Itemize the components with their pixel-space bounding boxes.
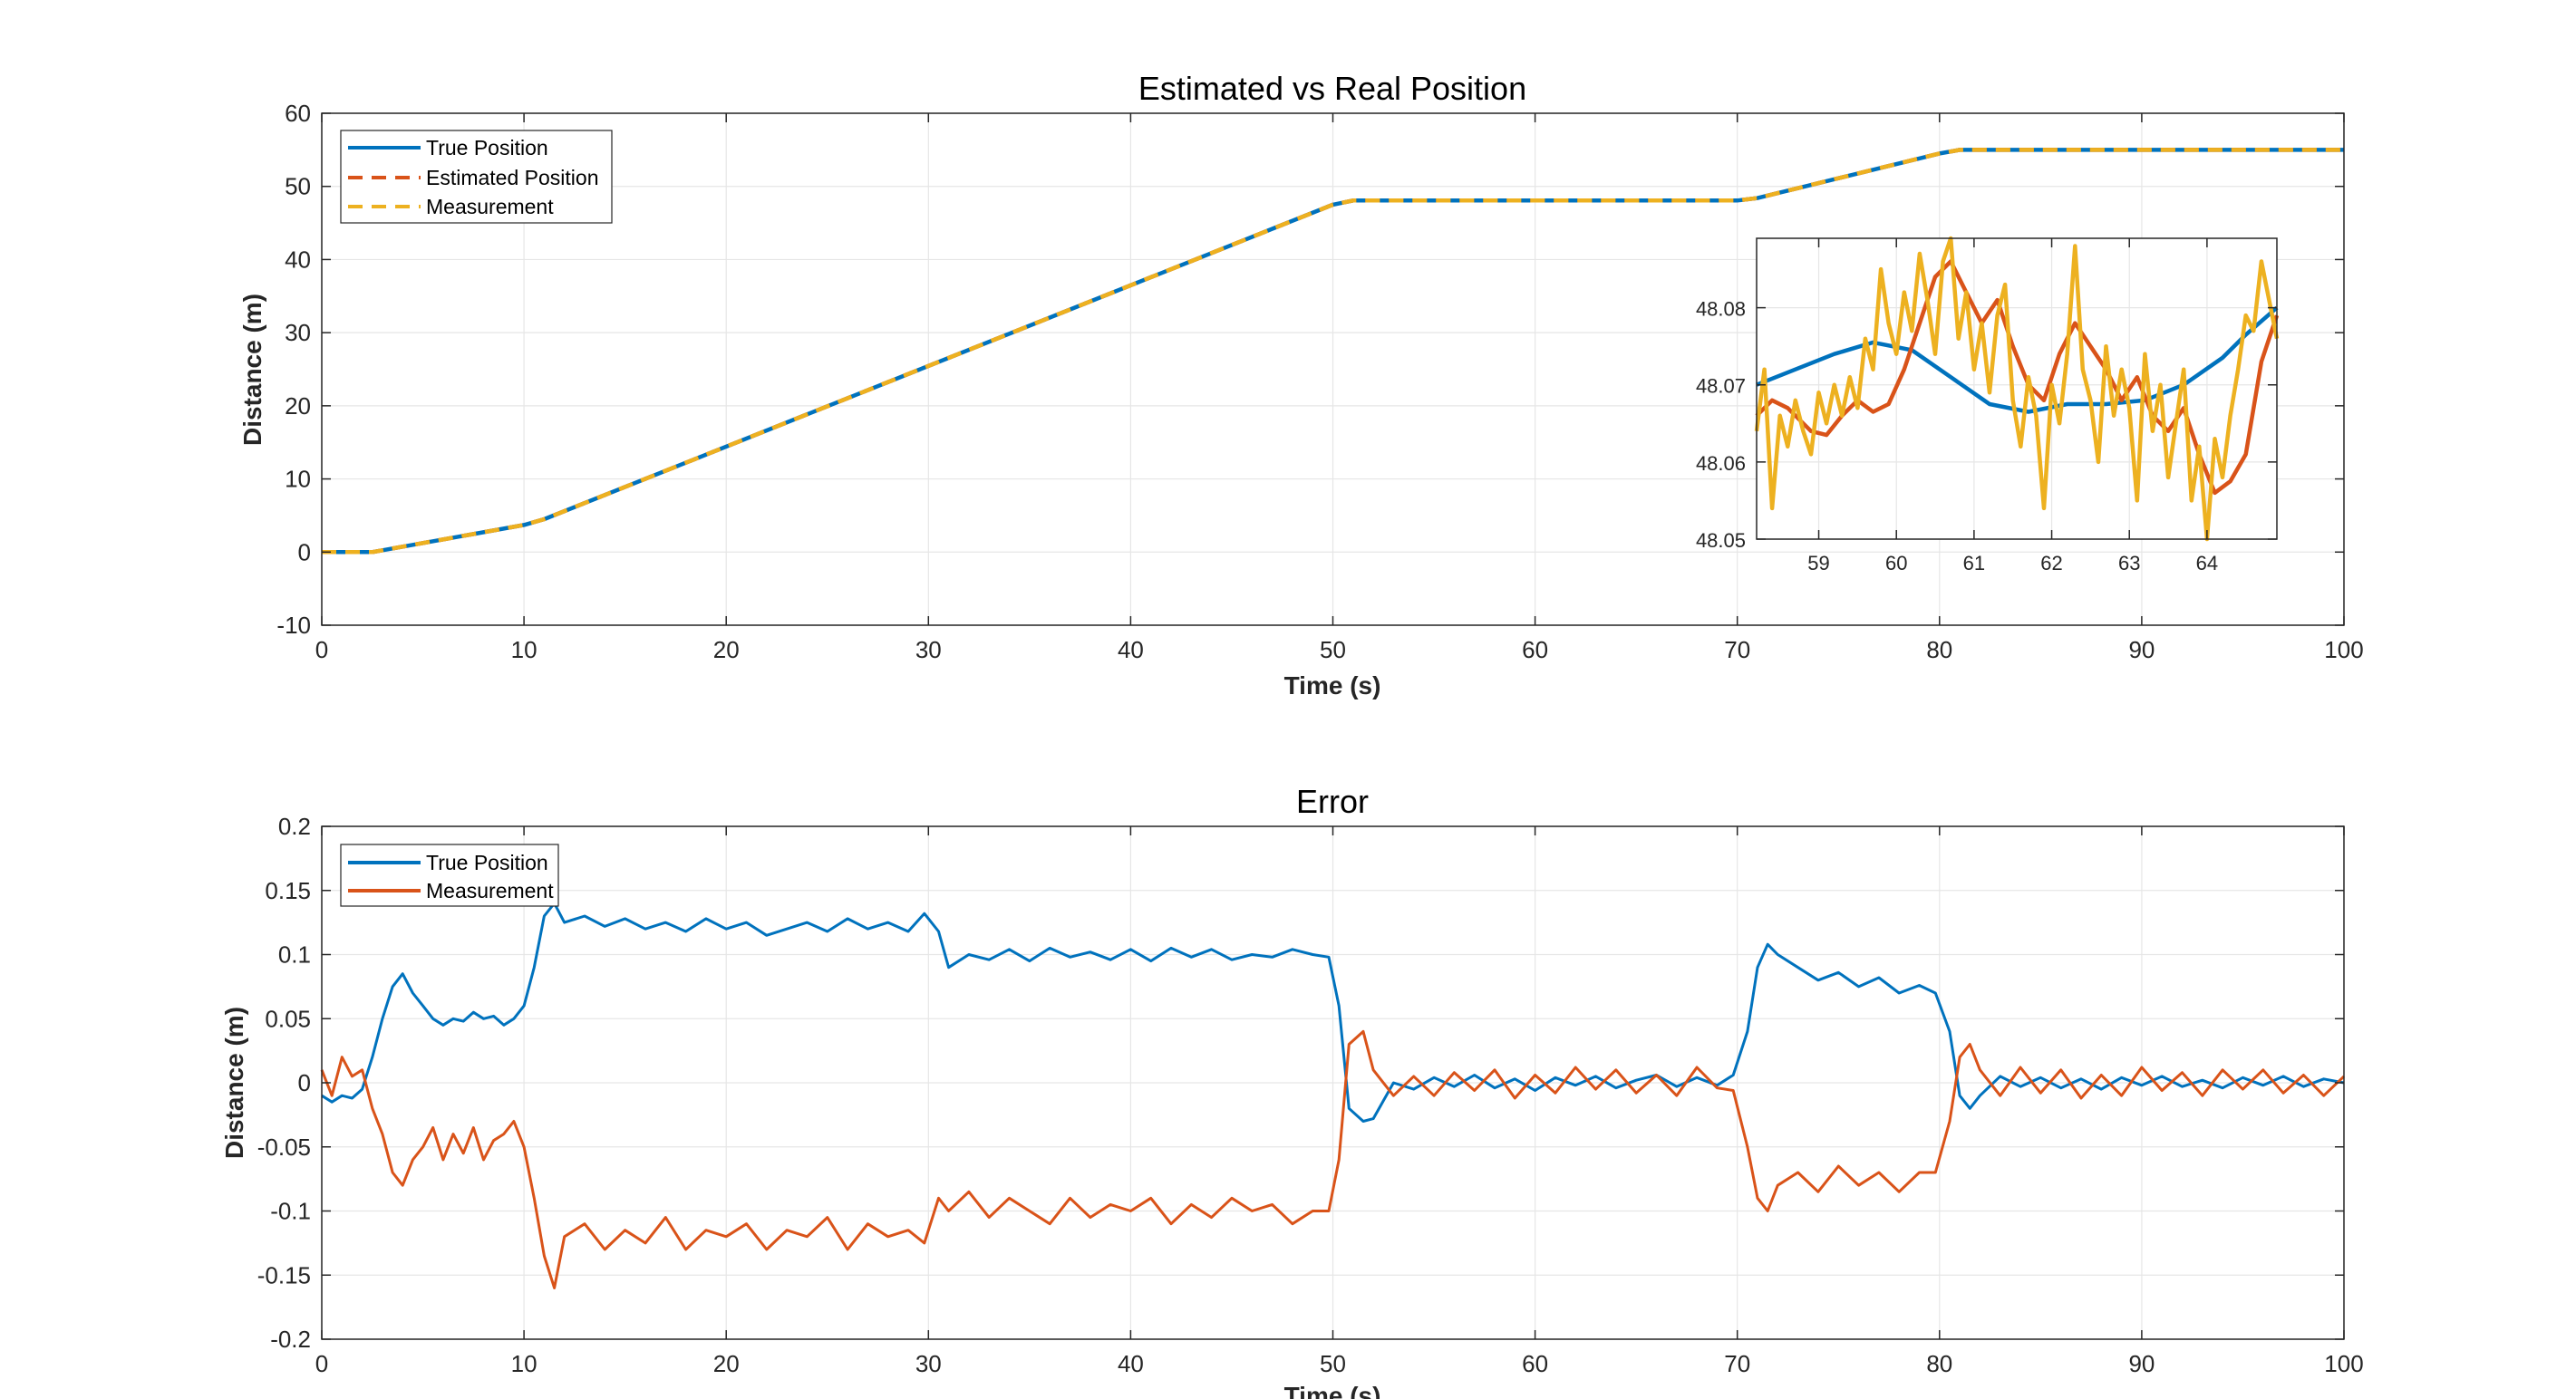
inset-x-tick-label: 64 [2196,552,2218,574]
inset-y-tick-label: 48.07 [1696,375,1746,398]
position-x-tick-label: 70 [1724,636,1750,663]
position-y-axis-label: Distance (m) [238,294,266,446]
error-ticks: 0 10 20 30 40 50 60 70 80 90 100 -0.2 -0.15 -0.1 -0.05… [257,813,2364,1377]
inset-x-tick-label: 59 [1807,552,1829,574]
error-x-tick-label: 0 [315,1350,328,1377]
error-y-tick-label: 0 [298,1069,311,1096]
position-chart-title: Estimated vs Real Position [1138,70,1526,107]
inset-series-measurement [1754,236,2280,542]
position-x-tick-label: 100 [2324,636,2363,663]
position-y-tick-label: 10 [285,466,311,493]
error-x-tick-label: 50 [1320,1350,1346,1377]
position-x-tick-label: 90 [2128,636,2155,663]
inset-x-tick-label: 61 [1963,552,1985,574]
inset-x-tick-label: 62 [2040,552,2062,574]
position-y-tick-label: 30 [285,319,311,346]
error-y-axis-label: Distance (m) [220,1007,248,1159]
error-chart-title: Error [1296,783,1369,820]
legend-label-estimated-position: Estimated Position [426,166,598,189]
position-legend: True Position Estimated Position Measure… [340,130,613,224]
position-x-tick-label: 50 [1320,636,1346,663]
position-y-tick-label: 50 [285,173,311,200]
error-grid [321,825,2345,1340]
position-y-tick-label: -10 [276,612,311,639]
error-y-tick-label: 0.1 [278,941,311,969]
inset-chart: 59 60 61 62 63 64 48.05 48.06 48.07 48.08 [1696,236,2280,574]
position-x-tick-label: 80 [1926,636,1952,663]
inset-axes-box [1756,237,2278,540]
position-x-tick-label: 0 [315,636,328,663]
position-y-tick-label: 60 [285,100,311,127]
inset-y-tick-label: 48.05 [1696,529,1746,552]
position-y-tick-label: 40 [285,246,311,273]
position-x-tick-label: 60 [1522,636,1548,663]
error-y-tick-label: 0.15 [265,877,311,904]
inset-x-tick-label: 60 [1885,552,1907,574]
legend-label-measurement: Measurement [426,195,554,218]
position-series-group [322,148,2344,555]
inset-x-tick-label: 63 [2118,552,2140,574]
position-y-tick-label: 20 [285,392,311,420]
error-y-tick-label: 0.2 [278,813,311,840]
error-series-group [320,902,2346,1289]
error-x-tick-label: 30 [915,1350,942,1377]
position-x-tick-label: 20 [713,636,740,663]
error-legend-box [340,844,559,907]
error-y-tick-label: 0.05 [265,1005,311,1032]
error-y-tick-label: -0.05 [257,1134,311,1161]
error-x-tick-label: 10 [511,1350,537,1377]
inset-y-tick-label: 48.08 [1696,298,1746,321]
error-x-axis-label: Time (s) [1284,1382,1381,1399]
legend-label-true-position: True Position [426,136,548,159]
error-y-tick-label: -0.2 [270,1326,311,1353]
position-x-tick-label: 40 [1118,636,1144,663]
inset-y-tick-label: 48.06 [1696,452,1746,475]
error-series-measurement [320,1029,2346,1289]
error-legend-label-true-position: True Position [426,851,548,874]
position-series-measurement [322,148,2344,555]
error-x-tick-label: 100 [2324,1350,2363,1377]
error-x-tick-label: 70 [1724,1350,1750,1377]
error-x-tick-label: 20 [713,1350,740,1377]
error-chart: 0 10 20 30 40 50 60 70 80 90 100 -0.2 -0.15 -0.1 -0.05… [220,783,2364,1399]
error-y-tick-label: -0.15 [257,1261,311,1288]
position-x-tick-label: 10 [511,636,537,663]
error-x-tick-label: 40 [1118,1350,1144,1377]
inset-series-true-position [1756,305,2279,414]
position-x-axis-label: Time (s) [1284,671,1381,700]
error-legend-label-measurement: Measurement [426,879,554,902]
error-x-tick-label: 80 [1926,1350,1952,1377]
position-y-tick-label: 0 [298,538,311,565]
error-y-tick-label: -0.1 [270,1198,311,1225]
error-legend: True Position Measurement [340,844,559,907]
error-x-tick-label: 90 [2128,1350,2155,1377]
position-x-tick-label: 30 [915,636,942,663]
inset-ticks: 59 60 61 62 63 64 48.05 48.06 48.07 48.08 [1696,238,2277,574]
error-x-tick-label: 60 [1522,1350,1548,1377]
inset-series-estimated-position [1755,259,2280,496]
error-series-true-position [321,902,2345,1123]
inset-series-group [1754,236,2280,542]
